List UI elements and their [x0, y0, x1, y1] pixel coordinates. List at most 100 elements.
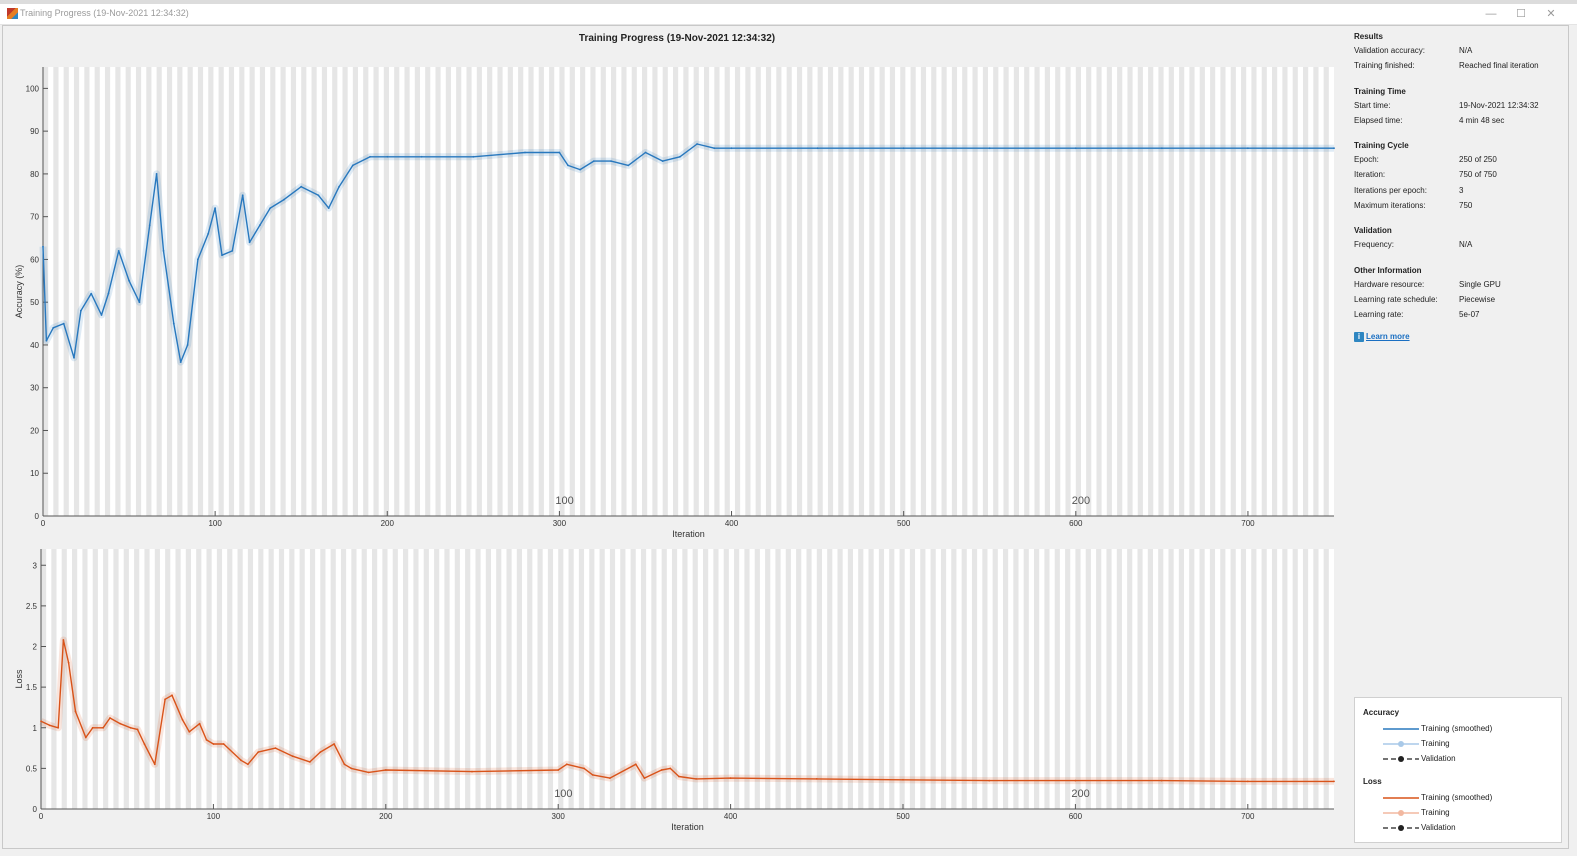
loss-x-tick-label: 0: [39, 812, 44, 821]
accuracy-x-tick-label: 500: [897, 519, 911, 528]
loss-data-point: [205, 739, 208, 741]
loss-epoch-band: [651, 549, 657, 809]
loss-epoch-band: [992, 549, 998, 809]
loss-epoch-band: [1127, 549, 1133, 809]
loss-epoch-band: [682, 549, 688, 809]
loss-epoch-band: [185, 549, 191, 809]
accuracy-epoch-band: [931, 67, 937, 516]
loss-data-point: [40, 720, 42, 723]
loss-data-point: [119, 722, 122, 725]
accuracy-epoch-band: [776, 67, 782, 516]
loss-data-point: [815, 778, 818, 780]
accuracy-data-point: [713, 147, 716, 150]
info-row-learning-rate: Learning rate: 5e-07: [1354, 310, 1564, 325]
learn-more-link[interactable]: Learn more: [1366, 332, 1410, 342]
accuracy-y-tick-label: 80: [30, 170, 39, 179]
accuracy-epoch-band: [745, 67, 751, 516]
accuracy-x-tick-label: 700: [1241, 519, 1255, 528]
accuracy-epoch-band: [734, 67, 741, 516]
accuracy-epoch-band: [755, 67, 761, 516]
loss-epoch-band: [165, 549, 171, 809]
accuracy-epoch-band: [962, 67, 968, 516]
info-row-start-time: Start time: 19-Nov-2021 12:34:32: [1354, 101, 1564, 116]
loss-data-point: [57, 726, 60, 729]
info-label: Validation accuracy:: [1354, 46, 1425, 55]
minimize-button[interactable]: —: [1485, 8, 1497, 20]
loss-epoch-band: [123, 549, 129, 809]
loss-x-tick-label: 200: [379, 812, 393, 821]
loss-data-point: [350, 767, 353, 770]
accuracy-epoch-band: [373, 67, 379, 516]
legend-loss-heading: Loss: [1363, 777, 1382, 786]
accuracy-epoch-band: [1065, 67, 1071, 516]
accuracy-y-tick-label: 70: [30, 213, 39, 222]
loss-x-tick-label: 700: [1241, 812, 1255, 821]
loss-y-tick-label: 3: [33, 561, 38, 570]
accuracy-epoch-band: [1034, 67, 1040, 516]
results-heading: Results: [1354, 32, 1383, 41]
loss-epoch-band: [754, 549, 760, 809]
accuracy-data-point: [100, 314, 103, 316]
loss-epoch-band: [1013, 549, 1019, 809]
loss-epoch-band: [1209, 549, 1216, 809]
accuracy-data-point: [90, 292, 93, 295]
accuracy-epoch-band: [910, 67, 916, 516]
maximize-button[interactable]: ☐: [1516, 8, 1526, 20]
loss-epoch-band: [527, 549, 533, 809]
loss-epoch-band: [1137, 549, 1143, 809]
accuracy-data-point: [283, 198, 285, 201]
accuracy-data-point: [186, 344, 189, 346]
loss-data-point: [583, 767, 585, 770]
accuracy-data-point: [107, 292, 110, 295]
accuracy-epoch-band: [786, 67, 792, 516]
accuracy-y-axis-label: Accuracy (%): [14, 265, 24, 319]
info-value: N/A: [1459, 46, 1473, 55]
accuracy-epoch-band: [889, 67, 896, 516]
accuracy-data-point: [386, 155, 389, 158]
loss-epoch-band: [496, 549, 502, 809]
accuracy-epoch-band: [580, 67, 586, 516]
background-toolbar-strip: [0, 0, 1577, 4]
accuracy-epoch-band: [218, 67, 224, 516]
accuracy-data-point: [644, 151, 647, 154]
loss-data-point: [309, 761, 311, 763]
loss-epoch-band: [1158, 549, 1164, 809]
accuracy-data-point: [138, 301, 141, 304]
training-plots[interactable]: 0 100 200 300 400 500 600 700010203040506070809…: [0, 0, 1350, 850]
accuracy-epoch-band: [858, 67, 865, 516]
info-value: 3: [1459, 185, 1464, 195]
training-cycle-heading: Training Cycle: [1354, 141, 1409, 151]
accuracy-epoch-band: [559, 67, 565, 516]
loss-data-point: [591, 774, 594, 776]
loss-data-point: [274, 747, 277, 749]
loss-epoch-band: [909, 549, 916, 809]
loss-y-tick-label: 2.5: [26, 602, 38, 611]
accuracy-epoch-label: 100: [555, 495, 573, 507]
accuracy-epoch-band: [1292, 67, 1298, 516]
info-panel: Results Validation accuracy: N/A Trainin…: [1354, 28, 1564, 346]
accuracy-epoch-band: [497, 67, 503, 516]
title-bar[interactable]: Training Progress (19-Nov-2021 12:34:32)…: [0, 4, 1577, 25]
accuracy-epoch-band: [1127, 67, 1133, 516]
loss-data-point: [240, 759, 242, 762]
close-button[interactable]: ✕: [1546, 8, 1556, 20]
info-label: Frequency:: [1354, 240, 1395, 250]
accuracy-epoch-band: [693, 67, 699, 516]
learn-more[interactable]: i Learn more: [1354, 331, 1564, 346]
loss-epoch-band: [640, 549, 647, 809]
loss-epoch-band: [51, 549, 57, 809]
loss-epoch-band: [413, 549, 419, 809]
loss-epoch-band: [144, 549, 150, 809]
loss-epoch-label: 200: [1071, 788, 1089, 800]
accuracy-y-tick-label: 20: [30, 426, 39, 435]
loss-data-point: [84, 736, 87, 739]
info-row-hardware-resource: Hardware resource: Single GPU: [1354, 280, 1564, 295]
loss-epoch-band: [41, 549, 47, 809]
accuracy-epoch-band: [435, 67, 441, 516]
legend-item-accuracy-validation: Validation: [1421, 754, 1456, 763]
loss-epoch-band: [899, 549, 905, 809]
accuracy-epoch-band: [1282, 67, 1288, 516]
accuracy-epoch-band: [394, 67, 400, 516]
matlab-app-icon: [7, 8, 18, 19]
